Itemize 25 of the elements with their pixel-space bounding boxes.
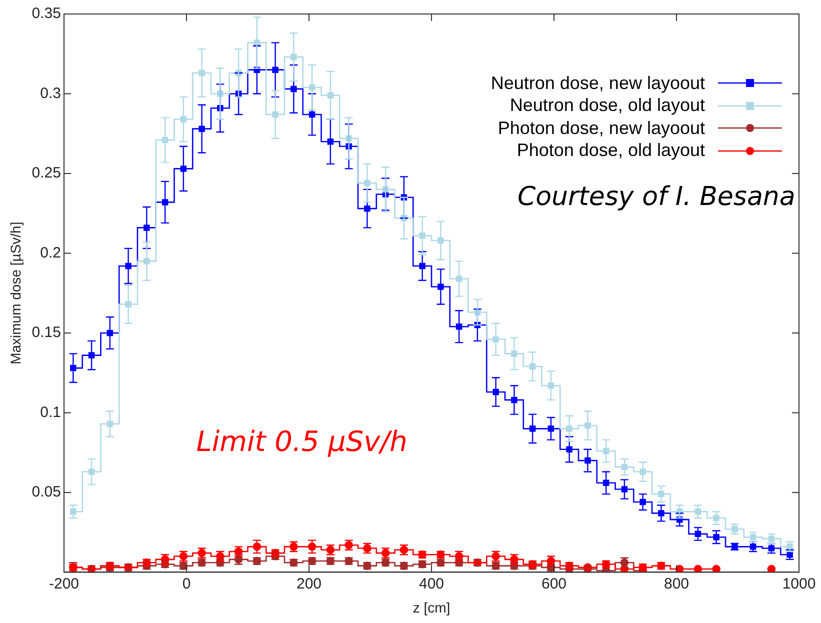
x-tick-label: 1000: [782, 575, 816, 592]
y-tick-label: 0.05: [32, 484, 61, 501]
y-tick-label: 0.15: [32, 324, 61, 342]
x-tick-label: 200: [296, 575, 322, 592]
point: [712, 564, 720, 572]
legend-label: Neutron dose, new layoout: [490, 72, 705, 94]
x-tick-label: 0: [182, 575, 191, 592]
annotation: Limit 0.5 μSv/h: [196, 425, 408, 458]
x-tick-label: 400: [418, 575, 444, 592]
legend-label: Photon dose, old layout: [516, 140, 705, 162]
point: [767, 564, 776, 572]
annotation: Courtesy of I. Besana: [517, 182, 796, 212]
x-tick-label: 600: [541, 575, 567, 592]
legend-label: Photon dose, new layoout: [498, 118, 705, 139]
y-tick-label: 0.2: [40, 244, 61, 262]
legend-label: Neutron dose, old layout: [510, 95, 705, 116]
y-tick-label: 0.3: [40, 84, 61, 102]
y-tick-label: 0.25: [32, 164, 61, 182]
y-tick-label: 0.1: [40, 404, 61, 421]
x-tick-label: 800: [664, 575, 690, 592]
x-tick-label: -200: [48, 575, 80, 592]
y-tick-label: 0.35: [32, 5, 61, 22]
point: [694, 564, 702, 572]
x-axis-title: z [cm]: [412, 599, 450, 616]
y-axis-title: Maximum dose [µSv/h]: [7, 222, 24, 364]
